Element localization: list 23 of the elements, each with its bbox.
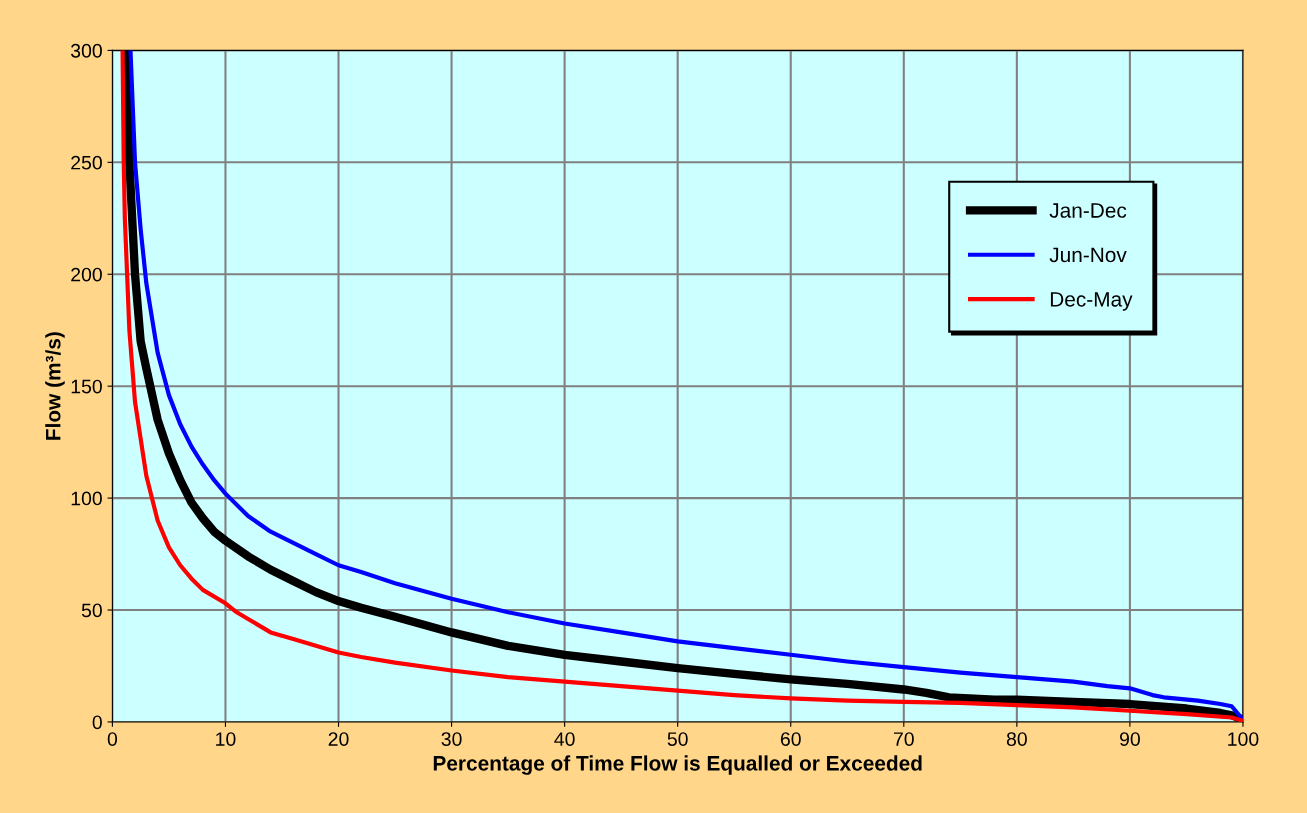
x-tick-label: 50 (667, 732, 688, 746)
x-tick-label: 0 (107, 732, 118, 746)
x-tick-label: 10 (216, 732, 236, 746)
x-tick-label: 40 (554, 732, 575, 746)
y-tick-label: 300 (70, 43, 102, 58)
y-tick-label: 150 (71, 379, 102, 394)
legend-label: Jun-Nov (1049, 247, 1127, 263)
x-tick-label: 80 (1006, 732, 1027, 746)
x-tick-label: 60 (780, 732, 801, 746)
y-tick-label: 0 (92, 715, 102, 730)
x-axis-title: Percentage of Time Flow is Equalled or Exceeded (433, 755, 922, 775)
y-tick-label: 200 (71, 267, 102, 282)
x-tick-label: 90 (1120, 732, 1140, 746)
x-tick-label: 30 (441, 732, 462, 746)
x-tick-label: 70 (893, 732, 914, 746)
y-axis-title: Flow (m³/s) (45, 332, 65, 440)
x-tick-label: 100 (1228, 732, 1259, 746)
y-tick-label: 250 (71, 155, 102, 170)
y-tick-label: 50 (81, 603, 102, 618)
x-tick-label: 20 (328, 732, 349, 746)
legend-label: Jan-Dec (1049, 203, 1127, 218)
legend-label: Dec-May (1050, 292, 1133, 311)
y-tick-label: 100 (71, 491, 102, 506)
